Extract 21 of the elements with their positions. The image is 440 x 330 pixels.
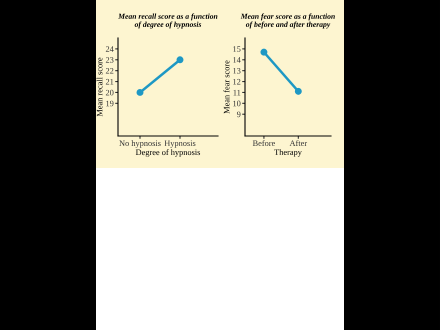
y-tick-label: 24 — [106, 46, 114, 52]
y-tick-label: 10 — [233, 100, 241, 106]
y-axis-title: Mean fear score — [223, 60, 230, 114]
y-tick-label: 22 — [106, 68, 114, 74]
y-tick-label: 23 — [106, 57, 114, 63]
x-tick-label: No hypnosis — [119, 140, 161, 148]
y-tick-label: 11 — [234, 90, 240, 96]
x-axis-title: Degree of hypnosis — [136, 149, 200, 157]
y-tick-label: 14 — [233, 57, 241, 63]
y-tick-label: 19 — [106, 100, 114, 106]
y-tick-label: 12 — [233, 78, 240, 84]
y-tick-label: 15 — [233, 46, 241, 52]
y-tick-label: 21 — [106, 78, 114, 84]
y-tick-label: 13 — [233, 68, 241, 74]
x-tick-label: Before — [252, 140, 275, 146]
x-tick-label: After — [290, 140, 308, 146]
x-axis-title: Therapy — [274, 149, 302, 157]
y-tick-label: 9 — [236, 112, 240, 118]
y-tick-label: 20 — [106, 90, 114, 96]
y-axis-title: Mean recall score — [96, 58, 102, 116]
x-tick-label: Hypnosis — [164, 140, 196, 148]
